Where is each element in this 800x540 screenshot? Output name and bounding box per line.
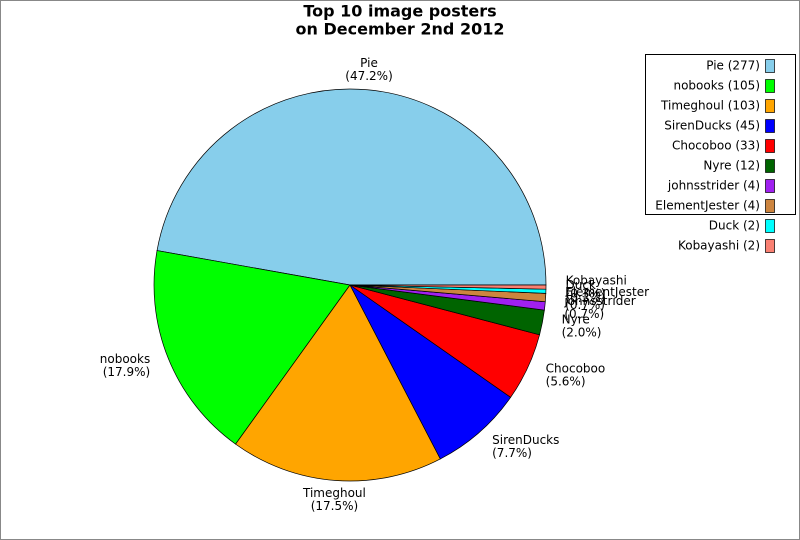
legend-swatch [765, 79, 775, 93]
slice-label: Duck [565, 278, 595, 292]
pie-slice [349, 284, 512, 460]
legend-label: Nyre (12) [703, 159, 760, 173]
pie-slice [349, 284, 547, 290]
legend-label: Kobayashi (2) [678, 239, 760, 253]
legend-swatch [765, 59, 775, 73]
slice-label: johnsstrider [563, 294, 635, 308]
slice-percent: (5.6%) [546, 375, 586, 389]
legend-swatch [765, 199, 775, 213]
slice-label: Timeghoul [302, 486, 366, 500]
legend-swatch [765, 139, 775, 153]
chart-title: Top 10 image posters [303, 2, 496, 21]
chart-subtitle: on December 2nd 2012 [296, 20, 505, 39]
legend-label: ElementJester (4) [655, 199, 760, 213]
slice-percent: (0.7%) [564, 307, 604, 321]
slice-label: Pie [360, 56, 378, 70]
slice-label: Kobayashi [566, 273, 627, 287]
legend-label: johnsstrider (4) [667, 179, 760, 193]
legend-label: Chocoboo (33) [672, 139, 760, 153]
slice-percent: (0.7%) [565, 298, 605, 312]
slice-percent: (2.0%) [562, 325, 602, 339]
slice-label: SirenDucks [492, 433, 559, 447]
legend-swatch [765, 99, 775, 113]
legend-label: SirenDucks (45) [664, 119, 760, 133]
slice-percent: (17.9%) [103, 365, 150, 379]
legend-label: Timeghoul (103) [660, 99, 760, 113]
slice-label: Nyre [562, 312, 590, 326]
pie-slice [153, 250, 351, 445]
legend-swatch [765, 219, 775, 233]
pie-slice [156, 88, 547, 286]
legend-swatch [765, 239, 775, 253]
legend-label: nobooks (105) [673, 79, 760, 93]
legend-label: Pie (277) [706, 59, 760, 73]
slice-label: Chocoboo [546, 362, 606, 376]
legend-swatch [765, 179, 775, 193]
pie-slice [235, 284, 441, 482]
slice-percent: (7.7%) [492, 446, 532, 460]
slice-percent: (0.3%) [565, 291, 605, 305]
slice-percent: (47.2%) [345, 69, 392, 83]
legend-label: Duck (2) [709, 219, 760, 233]
slice-label: ElementJester [565, 285, 649, 299]
slice-label: nobooks [100, 352, 150, 366]
slice-percent: (17.5%) [311, 499, 358, 513]
legend-swatch [765, 159, 775, 173]
legend-swatch [765, 119, 775, 133]
slice-percent: (0.3%) [566, 286, 606, 300]
